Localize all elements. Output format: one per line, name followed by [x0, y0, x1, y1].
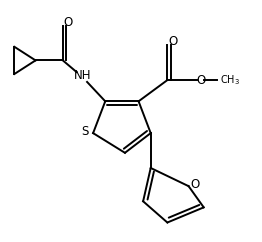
Text: O: O: [191, 178, 200, 191]
Text: O: O: [169, 35, 178, 48]
Text: NH: NH: [74, 69, 91, 82]
Text: O: O: [64, 16, 73, 29]
Text: CH$_3$: CH$_3$: [220, 73, 240, 87]
Text: S: S: [81, 125, 88, 138]
Text: O: O: [196, 74, 205, 87]
